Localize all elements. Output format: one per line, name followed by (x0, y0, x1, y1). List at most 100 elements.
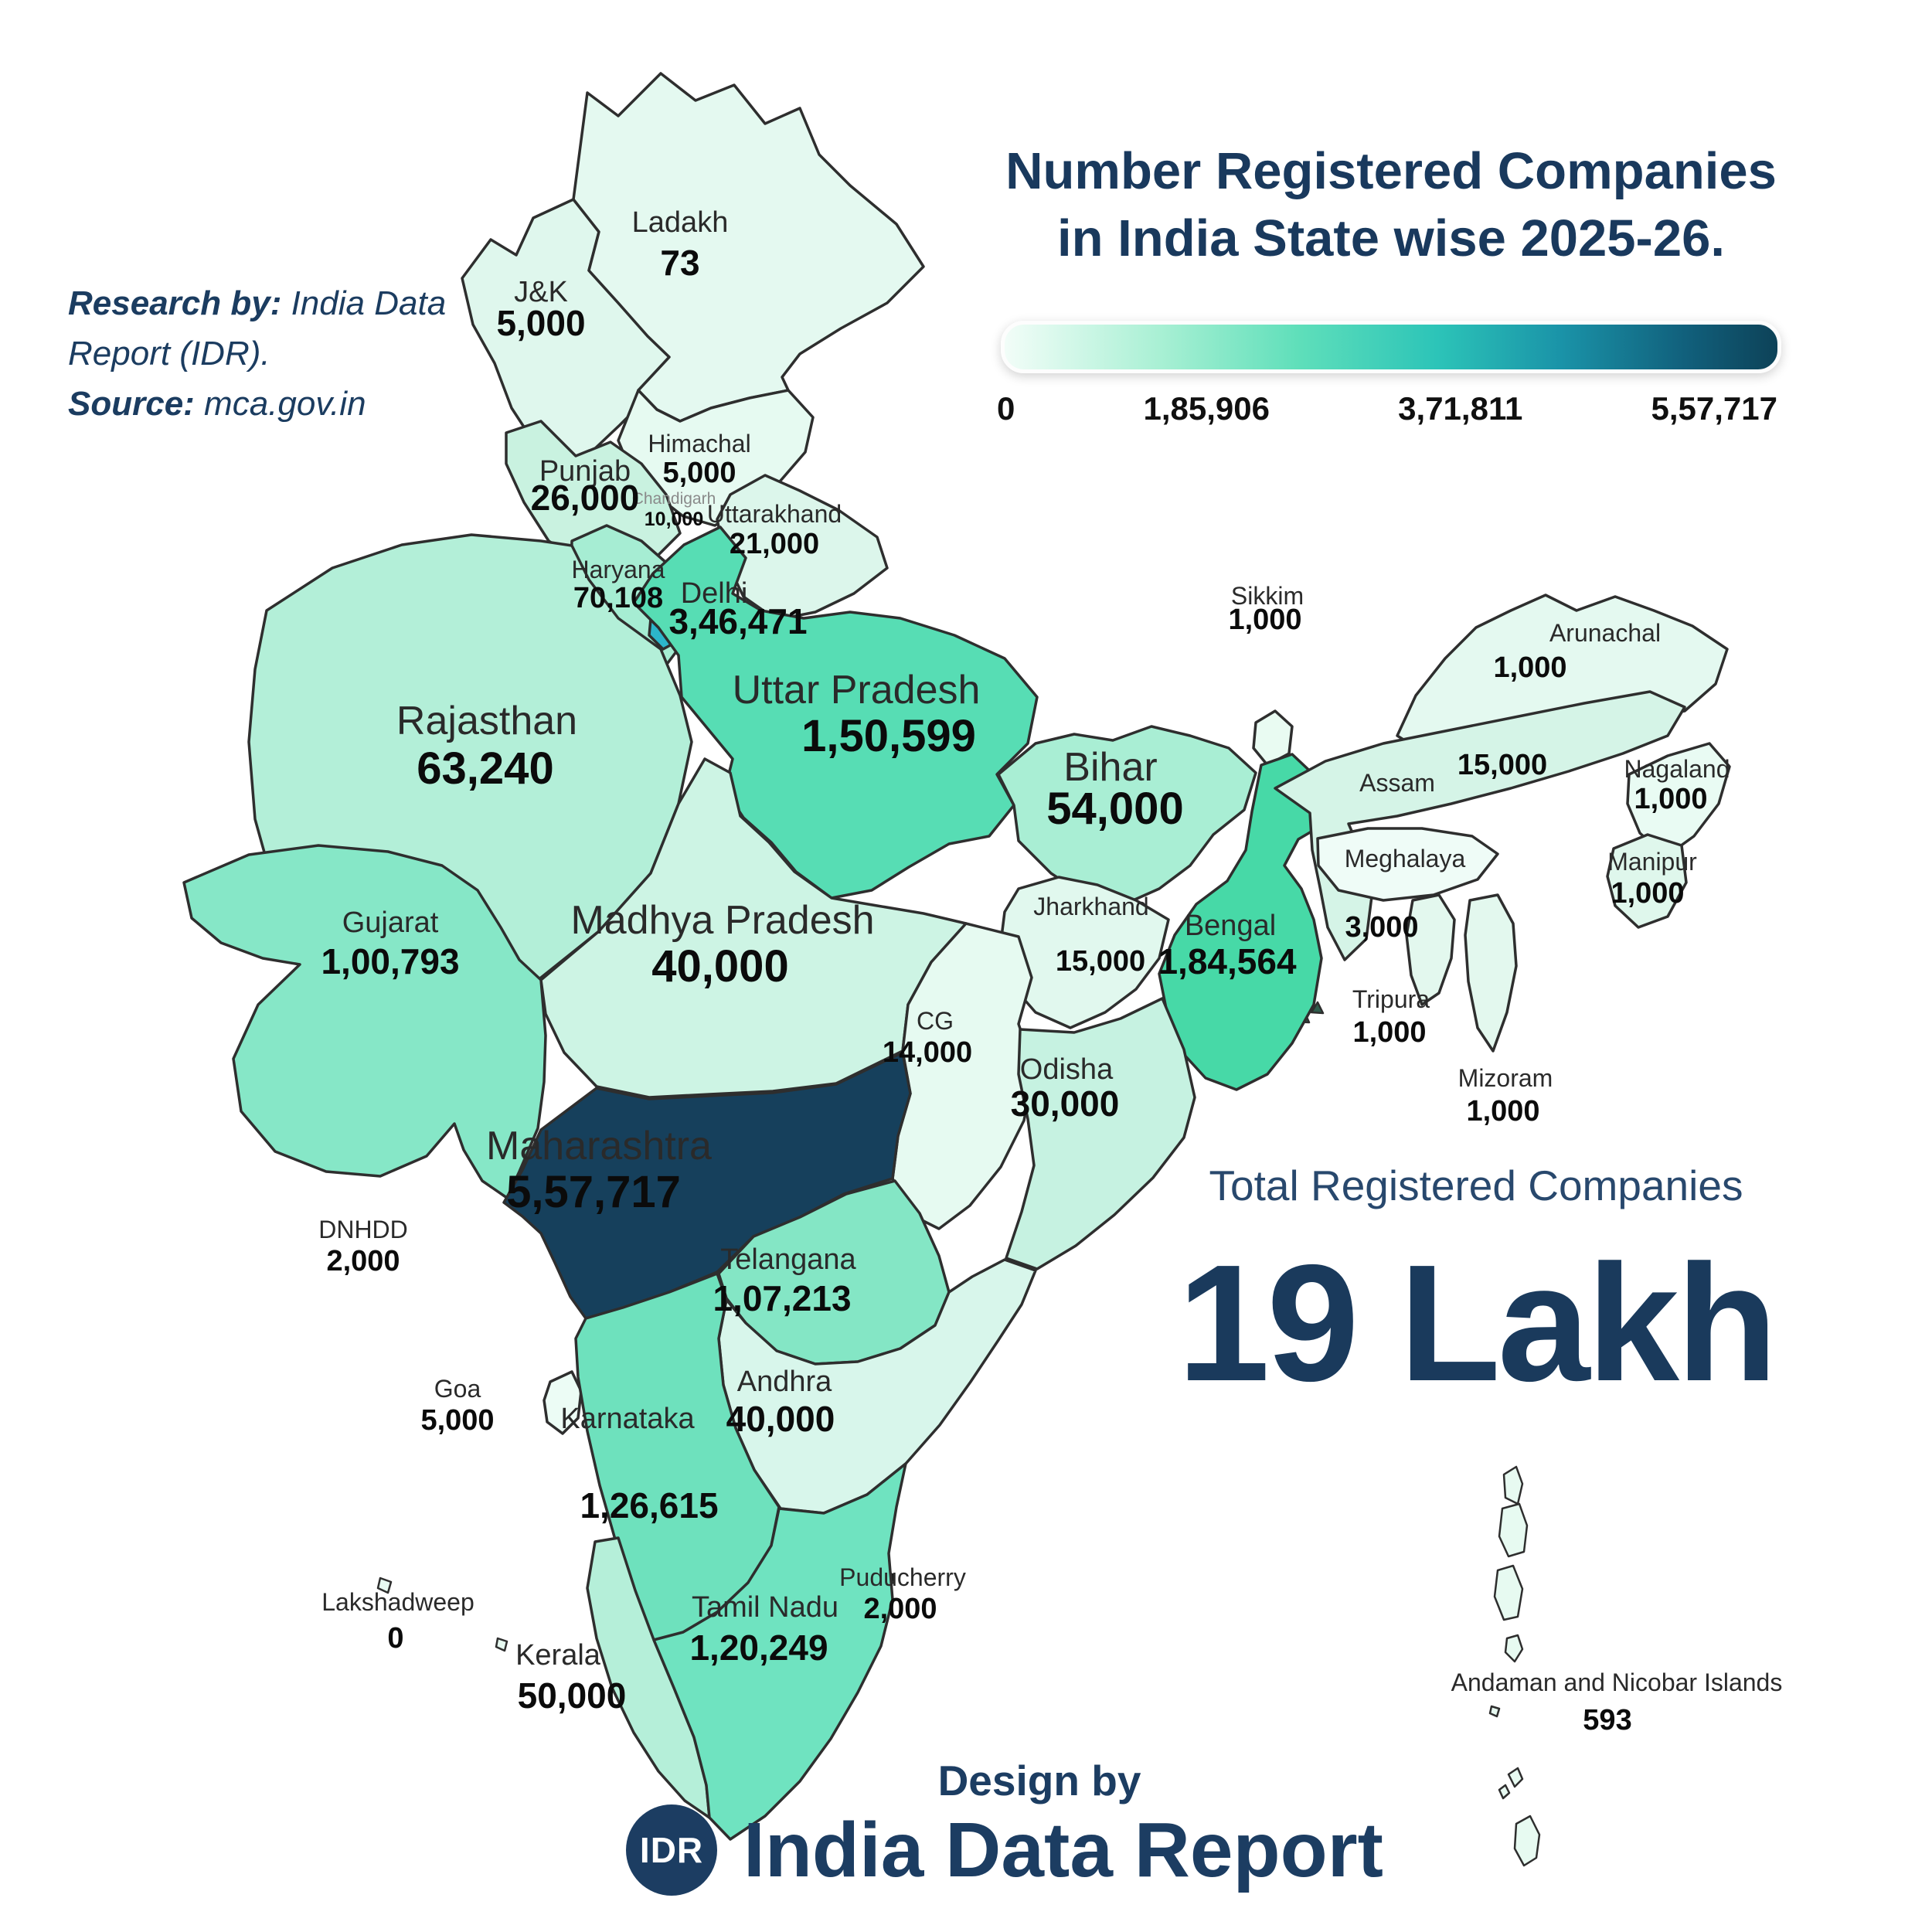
state-label-arunachal: Arunachal (1549, 619, 1661, 647)
state-label-tripura: Tripura (1352, 985, 1430, 1013)
state-value-telangana: 1,07,213 (713, 1278, 851, 1318)
total-value: 19 Lakh (1177, 1230, 1778, 1416)
chart-title-line2: in India State wise 2025-26. (1057, 209, 1725, 268)
brand-row: IDR India Data Report (425, 1804, 1584, 1896)
state-label-cg: CG (917, 1007, 954, 1035)
state-gujarat (182, 844, 547, 1199)
state-value-manipur: 1,000 (1611, 877, 1684, 910)
state-label-maharashtra: Maharashtra (486, 1124, 712, 1168)
state-maharashtra (502, 1051, 912, 1320)
state-value-maharashtra: 5,57,717 (506, 1167, 681, 1217)
state-label-chandigarh: Chandigarh (632, 490, 716, 508)
state-label-dnhdd: DNHDD (318, 1216, 408, 1243)
state-label-haryana: Haryana (572, 556, 665, 583)
state-value-bengal: 1,84,564 (1158, 941, 1296, 981)
state-value-andhra: 40,000 (726, 1399, 835, 1439)
state-tn (652, 1462, 907, 1841)
state-value-haryana: 70,108 (573, 582, 663, 614)
state-value-jharkhand: 15,000 (1056, 945, 1145, 978)
state-value-ladakh: 73 (660, 243, 699, 283)
state-value-punjab: 26,000 (531, 478, 640, 518)
state-label-puducherry: Puducherry (839, 1563, 966, 1591)
state-value-dnhdd: 2,000 (326, 1245, 400, 1277)
state-label-sikkim: Sikkim (1231, 582, 1304, 610)
state-label-rajasthan: Rajasthan (396, 699, 577, 743)
source-label: Source: (68, 385, 195, 423)
state-mizoram (1464, 893, 1518, 1053)
state-label-bengal: Bengal (1185, 910, 1276, 942)
legend-tick-0: 0 (997, 390, 1015, 427)
state-value-uttarakhand: 21,000 (730, 528, 819, 560)
state-label-jk: J&K (514, 276, 568, 308)
state-label-ladakh: Ladakh (632, 206, 729, 239)
state-label-mp: Madhya Pradesh (570, 898, 874, 943)
state-label-tn: Tamil Nadu (692, 1591, 838, 1624)
state-value-nagaland: 1,000 (1634, 783, 1707, 815)
state-label-bihar: Bihar (1063, 745, 1157, 790)
state-assam (1274, 690, 1686, 961)
state-value-cg: 14,000 (883, 1036, 972, 1069)
credits: Research by: India Data Report (IDR). So… (68, 278, 547, 429)
andaman-nicobar-islands-icon (1488, 1465, 1541, 1867)
state-label-kerala: Kerala (515, 1639, 601, 1672)
state-label-uttarakhand: Uttarakhand (707, 500, 842, 528)
state-label-odisha: Odisha (1020, 1053, 1114, 1086)
state-nagaland (1626, 742, 1731, 858)
state-label-delhi: Delhi (681, 577, 748, 610)
state-label-up: Uttar Pradesh (733, 668, 981, 713)
state-value-bihar: 54,000 (1046, 784, 1183, 834)
research-by-label: Research by: (68, 284, 282, 322)
state-value-andaman: 593 (1583, 1704, 1631, 1736)
state-label-karnataka: Karnataka (560, 1403, 695, 1435)
legend-gradient-bar (1001, 321, 1781, 373)
state-value-jk: 5,000 (496, 303, 585, 343)
state-value-himachal: 5,000 (662, 457, 736, 489)
state-value-karnataka: 1,26,615 (580, 1485, 718, 1526)
state-label-assam: Assam (1359, 769, 1435, 797)
state-value-puducherry: 2,000 (863, 1593, 937, 1625)
state-label-gujarat: Gujarat (342, 906, 439, 939)
state-cg (891, 922, 1036, 1230)
legend-tick-3: 5,57,717 (1651, 390, 1778, 427)
state-label-mizoram: Mizoram (1458, 1064, 1553, 1092)
state-odisha (1005, 997, 1196, 1270)
state-mp (539, 757, 968, 1099)
state-value-tripura: 1,000 (1352, 1016, 1426, 1049)
state-value-chandigarh: 10,000 (645, 509, 703, 530)
state-value-kerala: 50,000 (518, 1675, 627, 1716)
state-value-mp: 40,000 (651, 941, 788, 992)
state-label-lakshadweep: Lakshadweep (321, 1588, 474, 1616)
design-by-label: Design by (937, 1757, 1141, 1804)
state-bihar (997, 725, 1257, 906)
legend-tick-1: 1,85,906 (1143, 390, 1270, 427)
state-meghalaya (1316, 827, 1499, 902)
brand-name: India Data Report (743, 1806, 1383, 1893)
state-value-sikkim: 1,000 (1228, 604, 1301, 636)
state-value-lakshadweep: 0 (387, 1622, 403, 1655)
state-value-tn: 1,20,249 (689, 1628, 828, 1668)
state-value-gujarat: 1,00,793 (321, 941, 459, 981)
state-label-telangana: Telangana (720, 1243, 856, 1276)
state-up (632, 526, 1039, 900)
legend-tick-2: 3,71,811 (1398, 390, 1523, 427)
state-value-meghalaya: 3,000 (1345, 911, 1418, 944)
research-by-value: India Data (281, 284, 447, 322)
state-label-nagaland: Nagaland (1624, 755, 1730, 783)
chart-title: Number Registered Companies in India Sta… (966, 138, 1816, 272)
legend-ticks: 0 1,85,906 3,71,811 5,57,717 (997, 390, 1777, 427)
total-block: Total Registered Companies 19 Lakh (1105, 1161, 1847, 1406)
state-label-meghalaya: Meghalaya (1345, 845, 1466, 872)
credits-research-line2: Report (IDR). (68, 335, 270, 373)
state-labels-layer: J&K5,000Ladakh73Himachal5,000Chandigarh1… (318, 206, 1782, 1736)
state-label-goa: Goa (434, 1375, 481, 1403)
state-value-arunachal: 1,000 (1493, 651, 1566, 684)
state-punjab (505, 420, 682, 575)
state-value-goa: 5,000 (420, 1404, 494, 1437)
state-label-andaman: Andaman and Nicobar Islands (1451, 1668, 1783, 1696)
states-layer (182, 72, 1731, 1841)
credits-research: Research by: India Data (68, 278, 547, 328)
credits-source: Source: mca.gov.in (68, 379, 547, 429)
state-label-jharkhand: Jharkhand (1033, 893, 1148, 920)
state-ladakh (572, 72, 925, 423)
